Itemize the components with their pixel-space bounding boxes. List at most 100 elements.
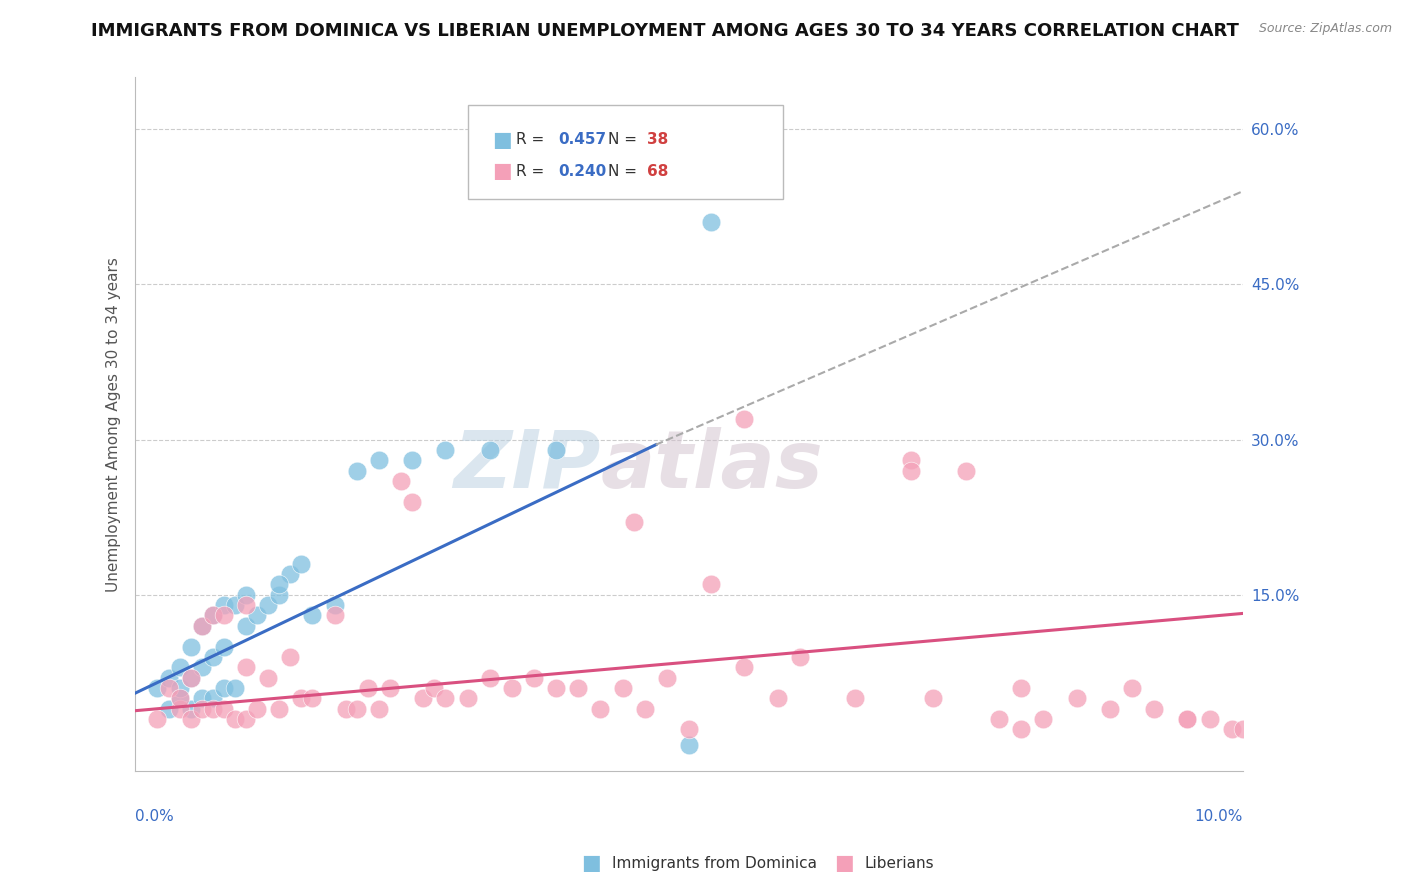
Point bbox=[623, 516, 645, 530]
Point bbox=[368, 701, 391, 715]
Point bbox=[346, 464, 368, 478]
Point bbox=[612, 681, 634, 695]
Point bbox=[257, 671, 280, 685]
Point bbox=[1098, 701, 1121, 715]
Point bbox=[190, 691, 212, 706]
Text: R =: R = bbox=[516, 163, 550, 178]
Point bbox=[457, 691, 479, 706]
Point bbox=[224, 681, 246, 695]
Point bbox=[146, 681, 169, 695]
Text: 38: 38 bbox=[647, 132, 668, 147]
Point bbox=[235, 660, 257, 674]
Point bbox=[478, 442, 501, 457]
Text: N =: N = bbox=[609, 163, 643, 178]
Point bbox=[678, 723, 700, 737]
Point bbox=[212, 701, 235, 715]
Text: ■: ■ bbox=[834, 854, 853, 873]
Point bbox=[169, 681, 191, 695]
Point bbox=[434, 691, 457, 706]
Point bbox=[955, 464, 977, 478]
Point bbox=[180, 712, 202, 726]
Point bbox=[201, 608, 224, 623]
Point bbox=[988, 712, 1011, 726]
Point bbox=[789, 649, 811, 664]
Text: 68: 68 bbox=[647, 163, 668, 178]
Point bbox=[180, 671, 202, 685]
Point bbox=[423, 681, 446, 695]
Point bbox=[1121, 681, 1143, 695]
Point bbox=[700, 577, 723, 591]
Point bbox=[323, 598, 346, 612]
Point bbox=[169, 691, 191, 706]
Point bbox=[180, 701, 202, 715]
Point bbox=[257, 598, 280, 612]
Point bbox=[301, 691, 323, 706]
Point bbox=[1198, 712, 1220, 726]
Point bbox=[235, 712, 257, 726]
Point bbox=[921, 691, 943, 706]
Text: 0.0%: 0.0% bbox=[135, 809, 174, 824]
Point bbox=[546, 681, 568, 695]
Text: N =: N = bbox=[609, 132, 643, 147]
Point bbox=[357, 681, 380, 695]
Text: ■: ■ bbox=[492, 130, 512, 150]
Point bbox=[190, 619, 212, 633]
Point bbox=[269, 577, 291, 591]
Point bbox=[146, 712, 169, 726]
Point bbox=[157, 671, 180, 685]
Point bbox=[523, 671, 546, 685]
Point bbox=[401, 453, 423, 467]
Text: Source: ZipAtlas.com: Source: ZipAtlas.com bbox=[1258, 22, 1392, 36]
Point bbox=[246, 701, 269, 715]
Text: 10.0%: 10.0% bbox=[1195, 809, 1243, 824]
Text: IMMIGRANTS FROM DOMINICA VS LIBERIAN UNEMPLOYMENT AMONG AGES 30 TO 34 YEARS CORR: IMMIGRANTS FROM DOMINICA VS LIBERIAN UNE… bbox=[91, 22, 1239, 40]
Point bbox=[235, 598, 257, 612]
Point bbox=[180, 640, 202, 654]
Point bbox=[589, 701, 612, 715]
Point bbox=[269, 701, 291, 715]
Point bbox=[346, 701, 368, 715]
Point bbox=[567, 681, 589, 695]
Text: Immigrants from Dominica: Immigrants from Dominica bbox=[612, 856, 817, 871]
Y-axis label: Unemployment Among Ages 30 to 34 years: Unemployment Among Ages 30 to 34 years bbox=[107, 257, 121, 591]
Point bbox=[368, 453, 391, 467]
Point bbox=[201, 649, 224, 664]
Point bbox=[157, 681, 180, 695]
Point bbox=[190, 619, 212, 633]
Point bbox=[201, 608, 224, 623]
Point bbox=[634, 701, 657, 715]
Point bbox=[212, 640, 235, 654]
Point bbox=[766, 691, 789, 706]
Point bbox=[235, 588, 257, 602]
Point bbox=[900, 464, 922, 478]
Point bbox=[323, 608, 346, 623]
Point bbox=[190, 701, 212, 715]
Point bbox=[478, 671, 501, 685]
Point bbox=[212, 608, 235, 623]
Point bbox=[235, 619, 257, 633]
Point bbox=[201, 701, 224, 715]
Text: ■: ■ bbox=[581, 854, 600, 873]
Point bbox=[157, 701, 180, 715]
Text: 0.457: 0.457 bbox=[558, 132, 606, 147]
Text: 0.240: 0.240 bbox=[558, 163, 606, 178]
Point bbox=[335, 701, 357, 715]
Point bbox=[278, 649, 301, 664]
Point bbox=[401, 494, 423, 508]
Point bbox=[169, 701, 191, 715]
Point bbox=[169, 691, 191, 706]
Point bbox=[1032, 712, 1054, 726]
Point bbox=[190, 660, 212, 674]
Point bbox=[655, 671, 678, 685]
Point bbox=[212, 598, 235, 612]
Text: atlas: atlas bbox=[600, 426, 823, 505]
Point bbox=[733, 412, 755, 426]
Point bbox=[290, 691, 312, 706]
Point bbox=[1220, 723, 1243, 737]
Text: ■: ■ bbox=[492, 161, 512, 181]
Point bbox=[301, 608, 323, 623]
Point bbox=[900, 453, 922, 467]
Point bbox=[1010, 723, 1032, 737]
Point bbox=[180, 671, 202, 685]
Point bbox=[733, 660, 755, 674]
